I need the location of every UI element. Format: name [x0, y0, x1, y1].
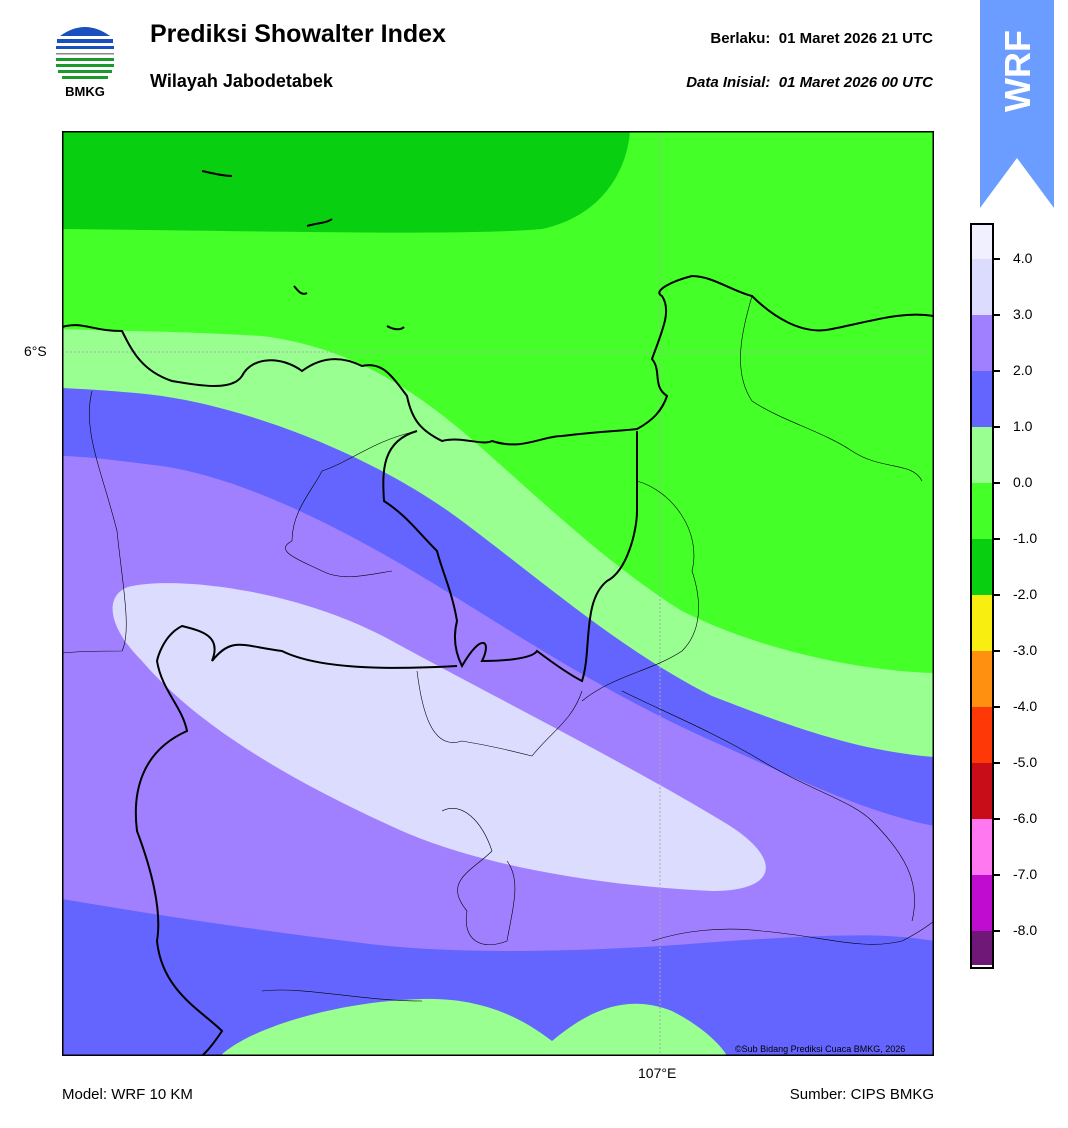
wrf-badge-text: WRF: [997, 30, 1038, 112]
valid-label: Berlaku:: [710, 30, 771, 47]
province-border: [134, 430, 639, 1056]
colorbar-tick: [992, 874, 1000, 876]
coastline: [62, 170, 934, 446]
colorbar-segment: [972, 931, 992, 965]
colorbar-tick-label: 0.0: [1013, 474, 1033, 490]
colorbar-segment: [972, 539, 992, 595]
colorbar-segment: [972, 315, 992, 371]
latitude-label: 6°S: [24, 343, 47, 359]
longitude-label: 107°E: [638, 1065, 677, 1081]
colorbar-tick: [992, 706, 1000, 708]
colorbar-tick: [992, 314, 1000, 316]
colorbar-tick: [992, 818, 1000, 820]
colorbar-segment: [972, 427, 992, 483]
colorbar-tick-label: -5.0: [1013, 754, 1038, 770]
colorbar-tick: [992, 482, 1000, 484]
colorbar-tick: [992, 426, 1000, 428]
colorbar-tick: [992, 762, 1000, 764]
init-value: 01 Maret 2026 00 UTC: [778, 74, 933, 91]
colorbar-tick-label: -2.0: [1013, 586, 1038, 602]
colorbar: [970, 223, 994, 969]
band-neg2-neg1: [62, 131, 630, 233]
colorbar-tick-label: 2.0: [1013, 362, 1033, 378]
colorbar-tick: [992, 650, 1000, 652]
colorbar-segment: [972, 763, 992, 819]
colorbar-segment: [972, 651, 992, 707]
colorbar-segment: [972, 225, 992, 259]
init-label: Data Inisial:: [686, 74, 771, 91]
valid-value: 01 Maret 2026 21 UTC: [778, 30, 933, 47]
band-neg1-0: [62, 131, 934, 673]
colorbar-tick: [992, 258, 1000, 260]
colorbar-segment: [972, 371, 992, 427]
band-0-1-south: [220, 998, 727, 1056]
colorbar-tick: [992, 594, 1000, 596]
colorbar-tick-label: -7.0: [1013, 866, 1038, 882]
region-subtitle: Wilayah Jabodetabek: [150, 71, 333, 91]
wrf-badge: WRF: [980, 0, 1054, 208]
map-credit: ©Sub Bidang Prediksi Cuaca BMKG, 2026: [735, 1044, 906, 1054]
colorbar-tick-label: 3.0: [1013, 306, 1033, 322]
valid-time: Berlaku: 01 Maret 2026 21 UTC: [710, 30, 933, 47]
colorbar-tick: [992, 930, 1000, 932]
colorbar-tick: [992, 370, 1000, 372]
colorbar-segment: [972, 259, 992, 315]
model-label: Model: WRF 10 KM: [62, 1086, 193, 1103]
logo-text: BMKG: [65, 84, 105, 99]
colorbar-segment: [972, 707, 992, 763]
colorbar-segment: [972, 483, 992, 539]
bmkg-logo: [55, 22, 115, 86]
district-borders: [62, 295, 934, 1002]
colorbar-segment: [972, 595, 992, 651]
colorbar-tick-label: 4.0: [1013, 250, 1033, 266]
source-label: Sumber: CIPS BMKG: [789, 1086, 934, 1103]
colorbar-tick-label: -1.0: [1013, 530, 1038, 546]
colorbar-segment: [972, 875, 992, 931]
showalter-index-map: [62, 131, 934, 1056]
colorbar-tick-label: -6.0: [1013, 810, 1038, 826]
colorbar-tick-label: 1.0: [1013, 418, 1033, 434]
colorbar-tick-label: -3.0: [1013, 642, 1038, 658]
colorbar-tick: [992, 538, 1000, 540]
init-time: Data Inisial: 01 Maret 2026 00 UTC: [686, 74, 933, 91]
page-title: Prediksi Showalter Index: [150, 20, 446, 48]
colorbar-tick-label: -4.0: [1013, 698, 1038, 714]
colorbar-tick-label: -8.0: [1013, 922, 1038, 938]
colorbar-segment: [972, 819, 992, 875]
